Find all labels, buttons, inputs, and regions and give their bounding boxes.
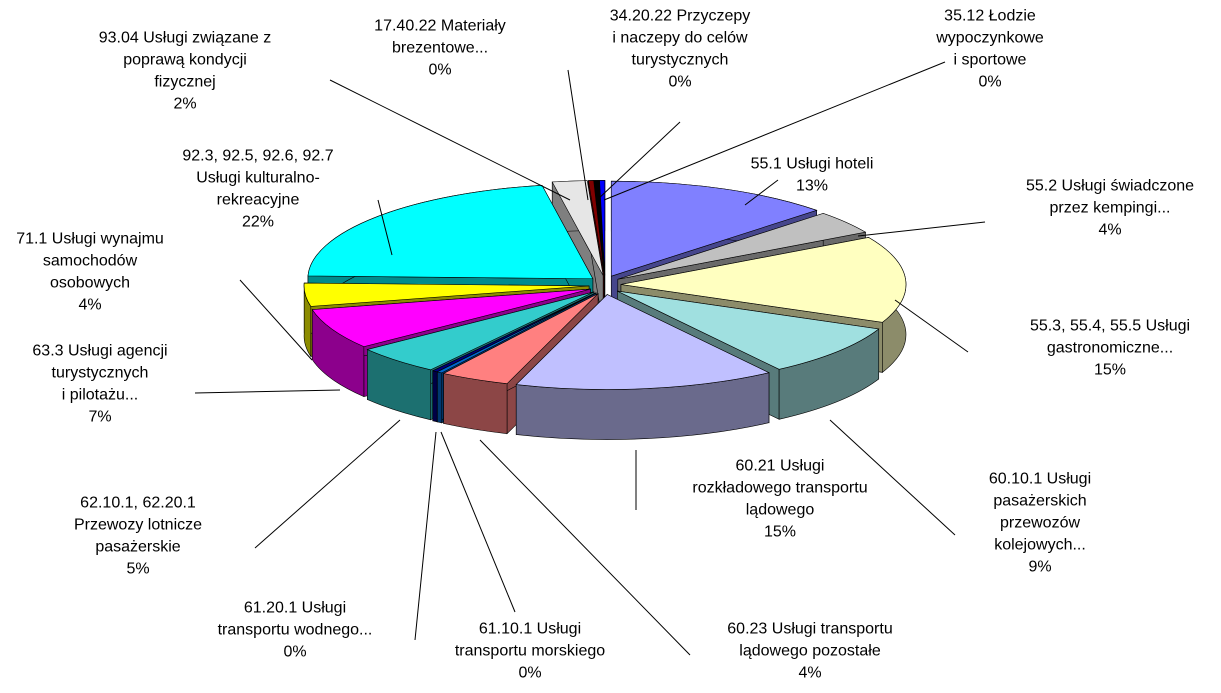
data-label: 5%	[126, 560, 149, 577]
slice-top	[551, 180, 604, 276]
slice-label: brezentowe...	[392, 39, 488, 56]
leader-line	[254, 419, 401, 549]
slice-label: lądowego pozostałe	[739, 642, 881, 659]
slice-side	[437, 371, 443, 424]
slice	[515, 293, 770, 440]
slice-label: przewozów	[1000, 514, 1080, 531]
leader-line	[194, 389, 341, 394]
data-label: 0%	[978, 73, 1001, 90]
slice-label: lądowego	[746, 501, 815, 518]
leader-line	[894, 299, 969, 353]
leader-line	[603, 61, 946, 201]
slice-top	[303, 282, 590, 307]
slice-label: 55.2 Usługi świadczone	[1026, 177, 1194, 194]
slice-top	[515, 294, 770, 390]
slice-label: Przewozy lotnicze	[74, 516, 202, 533]
slice-top	[307, 184, 594, 280]
data-label: 22%	[242, 213, 274, 230]
slice-label: transportu wodnego...	[218, 621, 373, 638]
slice-label: 61.10.1 Usługi	[479, 620, 581, 637]
slice-label: i sportowe	[954, 51, 1027, 68]
slice-label: przez kempingi...	[1050, 199, 1171, 216]
slice-top	[436, 292, 597, 374]
slice-label: pasażerskie	[95, 538, 180, 555]
slice-label: 60.10.1 Usługi	[989, 470, 1091, 487]
leader-line	[596, 121, 681, 201]
data-label: 4%	[798, 664, 821, 681]
leader-line	[857, 221, 986, 237]
slice-label: 55.3, 55.4, 55.5 Usługi	[1030, 317, 1190, 334]
data-label: 13%	[796, 177, 828, 194]
slice-side	[432, 370, 438, 423]
slice-label: turystycznych	[632, 51, 729, 68]
slice-label: samochodów	[43, 252, 138, 269]
slice-top	[617, 213, 867, 280]
data-label: 15%	[1094, 361, 1126, 378]
slice-label: osobowych	[50, 274, 130, 291]
data-label: 2%	[173, 95, 196, 112]
data-label: 9%	[1028, 558, 1051, 575]
slice-label: Usługi kulturalno-	[196, 169, 320, 186]
data-label: 0%	[428, 61, 451, 78]
data-label: 0%	[668, 73, 691, 90]
slice-label: kolejowych...	[994, 536, 1086, 553]
slice-label: transportu morskiego	[455, 642, 605, 659]
leader-line	[829, 419, 956, 536]
slice-label: 60.21 Usługi	[736, 457, 825, 474]
data-label: 4%	[78, 296, 101, 313]
slice-label: wypoczynkowe	[935, 29, 1044, 46]
slice-label: rekreacyjne	[217, 191, 300, 208]
data-label: 0%	[283, 643, 306, 660]
slice-label: rozkładowego transportu	[692, 479, 867, 496]
leader-line	[377, 199, 393, 256]
slice-label: poprawą kondycji	[123, 51, 247, 68]
slice-label: gastronomiczne...	[1047, 339, 1173, 356]
slice-label: 63.3 Usługi agencji	[32, 342, 167, 359]
data-label: 4%	[1098, 221, 1121, 238]
data-label: 7%	[88, 408, 111, 425]
leader-line	[479, 439, 691, 656]
slice-label: 17.40.22 Materiały	[374, 17, 506, 34]
slice-label: 92.3, 92.5, 92.6, 92.7	[182, 147, 333, 164]
slice-label: 61.20.1 Usługi	[244, 599, 346, 616]
slice-label: fizycznej	[154, 73, 215, 90]
slice-label: i pilotażu...	[62, 386, 138, 403]
slice-label: 35.12 Łodzie	[944, 7, 1036, 24]
slice-label: 34.20.22 Przyczepy	[610, 7, 751, 24]
slice-top	[617, 290, 880, 370]
leader-line	[239, 279, 313, 361]
leader-line	[567, 69, 589, 201]
slice-label: 55.1 Usługi hoteli	[751, 155, 874, 172]
leader-line	[414, 431, 437, 641]
slice-top	[311, 288, 591, 347]
leader-line	[744, 179, 779, 206]
slice-label: i naczepy do celów	[612, 29, 748, 46]
slice-label: 93.04 Usługi związane z	[99, 29, 272, 46]
slice-label: 71.1 Usługi wynajmu	[16, 230, 164, 247]
slice-top	[610, 180, 818, 277]
slice-label: pasażerskich	[993, 492, 1086, 509]
slice-label: turystycznych	[52, 364, 149, 381]
slice-top	[620, 237, 907, 323]
leader-line	[440, 431, 516, 613]
data-label: 15%	[764, 523, 796, 540]
slice-label: 60.23 Usługi transportu	[727, 620, 892, 637]
slice-label: 62.10.1, 62.20.1	[80, 494, 196, 511]
data-label: 0%	[518, 664, 541, 681]
slice-top	[588, 180, 605, 276]
leader-line	[329, 79, 571, 201]
slice-top	[442, 293, 599, 384]
slice-top	[366, 291, 595, 371]
